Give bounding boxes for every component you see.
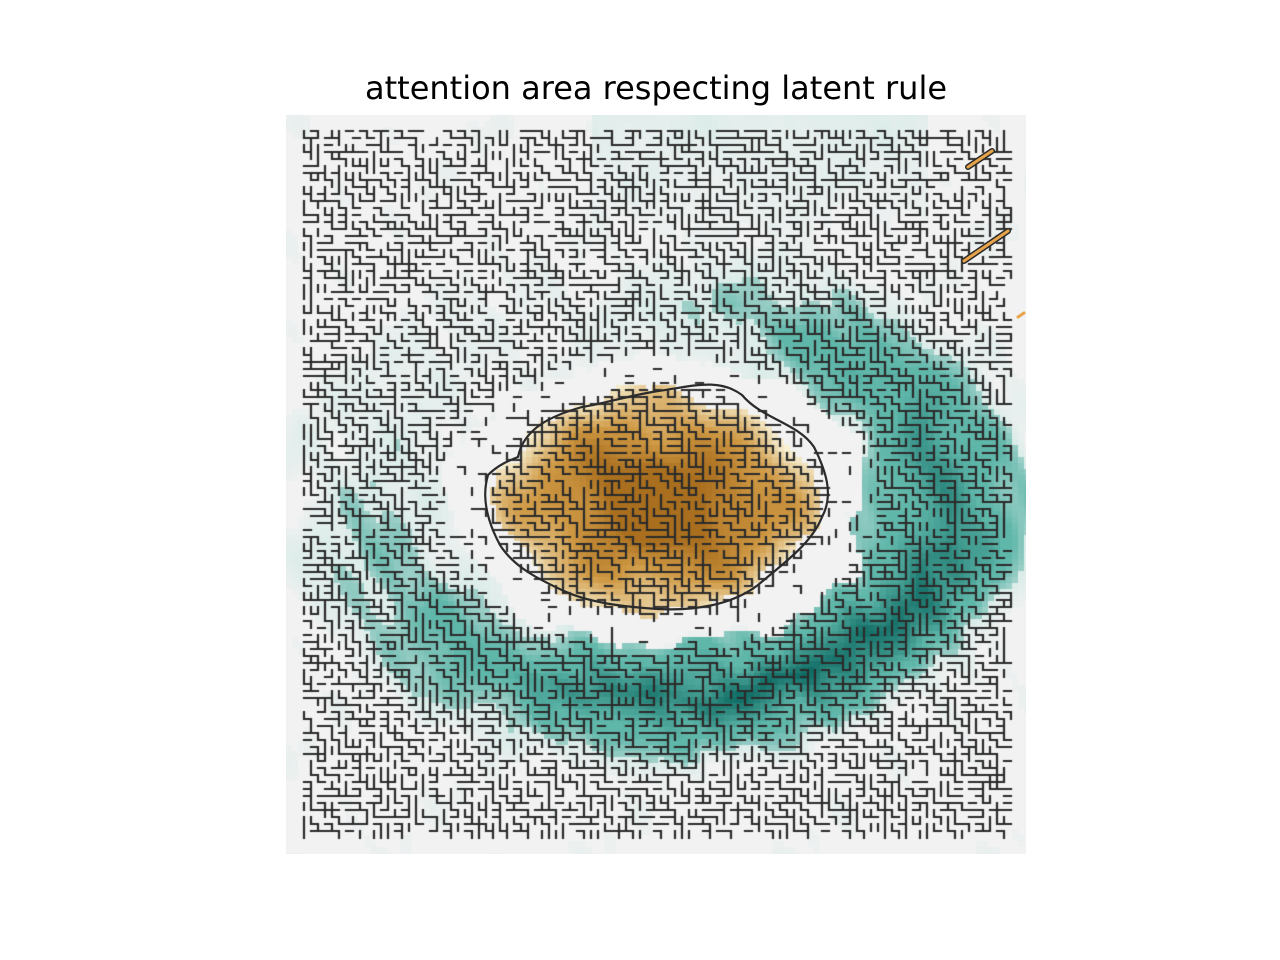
attention-heatmap-image [286,115,1026,854]
figure-title: attention area respecting latent rule [364,69,948,107]
attention-map-panel [286,115,1026,854]
